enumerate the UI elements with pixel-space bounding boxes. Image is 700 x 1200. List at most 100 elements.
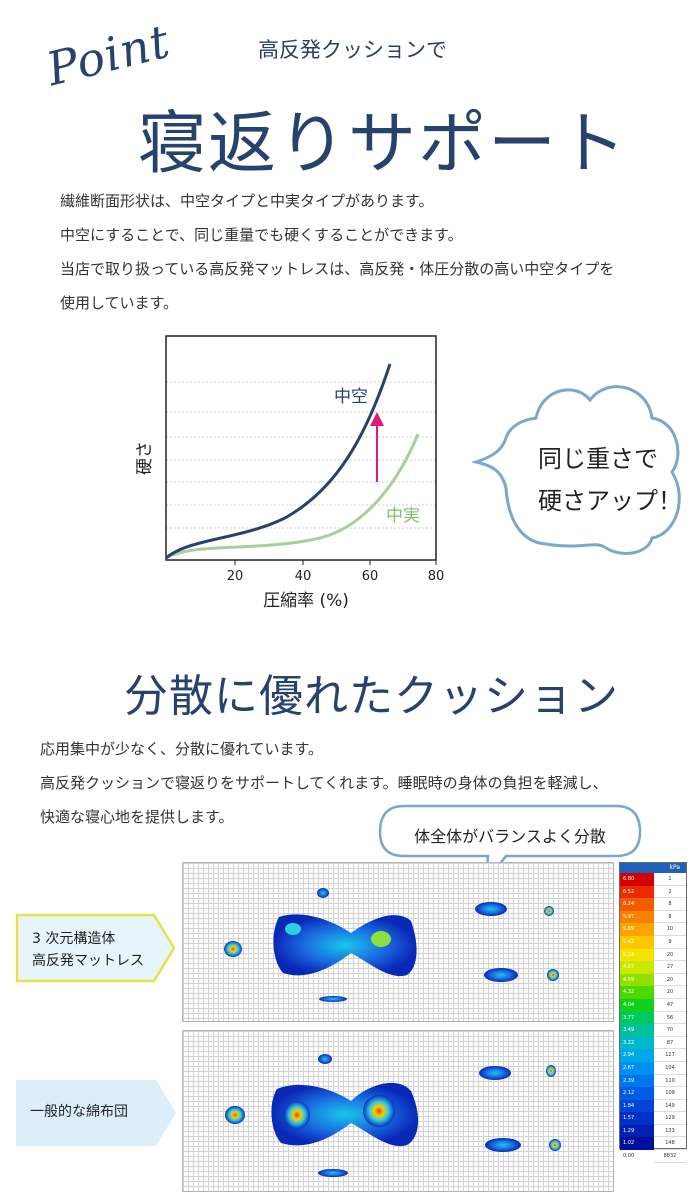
legend-row: 5.42 9 — [620, 935, 686, 949]
graph-x-tick-label: 40 — [295, 569, 312, 584]
legend-row: 6.80 1 — [620, 873, 686, 886]
intro-line: 使用しています。 — [60, 294, 179, 312]
callout-bubble — [472, 385, 681, 555]
legend-swatch-value: 4.04 — [620, 998, 654, 1012]
legend-count: 8 — [654, 898, 686, 911]
legend-count: 9 — [654, 936, 686, 949]
legend-count: 2 — [654, 886, 686, 899]
hollow-fiber-curve — [165, 363, 392, 560]
legend-swatch-value: 5.14 — [620, 948, 654, 962]
section2-line: 応用集中が少なく、分散に優れています。 — [40, 740, 324, 758]
legend-swatch-value: 2.39 — [620, 1074, 654, 1088]
legend-row: 2.39 110 — [620, 1074, 686, 1088]
label-mattress-box — [15, 913, 176, 983]
section2-line: 高反発クッションで寝返りをサポートしてくれます。睡眠時の身体の負担を軽減し、 — [40, 774, 608, 792]
label-mattress-line: 3 次元構造体 — [32, 931, 116, 947]
page-title: 寝返りサポート — [138, 105, 629, 184]
legend-count: 47 — [654, 999, 686, 1012]
legend-row: 4.04 47 — [620, 998, 686, 1012]
legend-count: 20 — [654, 949, 686, 962]
intro-line: 中空にすることで、同じ重量でも硬くすることができます。 — [60, 226, 463, 244]
pressure-blobs-futon — [225, 1054, 561, 1177]
intro-line: 繊維断面形状は、中空タイプと中実タイプがあります。 — [60, 192, 434, 210]
point-script-heading: Point — [41, 13, 176, 97]
callout-line: 同じ重さで — [538, 445, 658, 473]
graph-x-axis-label: 圧縮率 (%) — [263, 591, 349, 611]
legend-swatch-value: 1.29 — [620, 1124, 654, 1138]
legend-row: 4.59 20 — [620, 973, 686, 987]
legend-swatch-value: 5.69 — [620, 923, 654, 936]
legend-swatch-value: 3.49 — [620, 1024, 654, 1037]
legend-swatch-value: 6.80 — [620, 873, 654, 886]
legend-row: 3.77 56 — [620, 1011, 686, 1025]
graph-frame — [165, 335, 437, 561]
legend-row: 1.84 149 — [620, 1099, 686, 1113]
legend-swatch-value: 4.32 — [620, 986, 654, 999]
series-label-hollow: 中空 — [334, 387, 368, 407]
legend-count: 133 — [654, 1125, 686, 1138]
speech-bubble-text: 体全体がバランスよく分散 — [414, 827, 606, 846]
legend-row: 6.52 2 — [620, 885, 686, 899]
section2-paragraph: 応用集中が少なく、分散に優れています。 高反発クッションで寝返りをサポートしてく… — [40, 732, 608, 834]
callout-text: 同じ重さで 硬さアップ！ — [538, 438, 682, 522]
legend-swatch-value: 1.84 — [620, 1099, 654, 1113]
callout-line: 硬さアップ！ — [538, 487, 682, 515]
legend-row: 5.14 20 — [620, 948, 686, 962]
legend-count: 10 — [654, 923, 686, 936]
legend-rows: 6.80 1 6.52 2 6.24 8 5.97 8 5.69 10 5.42 9 5.14 20 4.8… — [620, 873, 686, 1163]
legend-count: 56 — [654, 1012, 686, 1025]
graph-x-tick-label: 60 — [362, 569, 379, 584]
legend-swatch-value: 2.94 — [620, 1049, 654, 1062]
legend-row: 1.29 133 — [620, 1124, 686, 1138]
legend-swatch-value: 6.52 — [620, 885, 654, 899]
legend-row: 1.02 148 — [620, 1137, 686, 1151]
solid-fiber-curve — [165, 433, 420, 560]
legend-swatch-value: 6.24 — [620, 898, 654, 911]
label-futon-box — [16, 1080, 176, 1146]
legend-row: 3.22 87 — [620, 1036, 686, 1050]
legend-row: 1.57 129 — [620, 1112, 686, 1125]
legend-swatch-value: 3.22 — [620, 1036, 654, 1050]
legend-row: 6.24 8 — [620, 898, 686, 911]
intro-paragraph: 繊維断面形状は、中空タイプと中実タイプがあります。 中空にすることで、同じ重量で… — [60, 184, 614, 320]
legend-row: 2.94 127 — [620, 1049, 686, 1062]
graph-x-ticks — [234, 560, 437, 565]
arrow-head — [370, 412, 384, 426]
legend-count: 20 — [654, 974, 686, 987]
legend-swatch-value: 4.87 — [620, 961, 654, 974]
legend-swatch-value: 3.77 — [620, 1011, 654, 1025]
legend-swatch-value: 1.02 — [620, 1137, 654, 1151]
legend-swatch-value: 5.97 — [620, 910, 654, 924]
legend-count: 87 — [654, 1037, 686, 1050]
legend-row: 3.49 70 — [620, 1024, 686, 1037]
legend-row: 0.00 8832 — [620, 1150, 686, 1163]
label-futon: 一般的な綿布団 — [30, 1104, 128, 1120]
legend-row: 5.97 8 — [620, 910, 686, 924]
legend-swatch-value: 0.00 — [620, 1150, 654, 1163]
legend-row: 4.32 20 — [620, 986, 686, 999]
section2-line: 快適な寝心地を提供します。 — [40, 808, 234, 826]
label-mattress-line: 高反発マットレス — [32, 953, 144, 969]
label-mattress: 3 次元構造体 高反発マットレス — [32, 928, 144, 972]
legend-swatch-value: 1.57 — [620, 1112, 654, 1125]
pressure-map-mattress — [182, 862, 614, 1022]
subtitle: 高反発クッションで — [258, 38, 447, 62]
legend-count: 70 — [654, 1024, 686, 1037]
legend-row: 5.69 10 — [620, 923, 686, 936]
intro-line: 当店で取り扱っている高反発マットレスは、高反発・体圧分散の高い中空タイプを — [60, 260, 615, 278]
section-title: 分散に優れたクッション — [124, 671, 619, 722]
legend-count: 127 — [654, 1049, 686, 1062]
legend-count: 27 — [654, 961, 686, 974]
legend-count: 148 — [654, 1137, 686, 1151]
legend-swatch-value: 4.59 — [620, 973, 654, 987]
legend-count: 8832 — [654, 1150, 686, 1163]
pressure-map-futon — [182, 1030, 614, 1192]
legend-swatch-value: 5.42 — [620, 935, 654, 949]
callout-bubble-outline — [472, 385, 681, 555]
legend-row: 2.12 109 — [620, 1087, 686, 1100]
legend-count: 110 — [654, 1075, 686, 1088]
legend-count: 149 — [654, 1100, 686, 1113]
legend-swatch-value: 2.12 — [620, 1087, 654, 1100]
hardness-graph: 中空 中実 20 40 60 80 圧縮率 (%) 硬さ — [135, 335, 444, 611]
legend-count: 20 — [654, 986, 686, 999]
